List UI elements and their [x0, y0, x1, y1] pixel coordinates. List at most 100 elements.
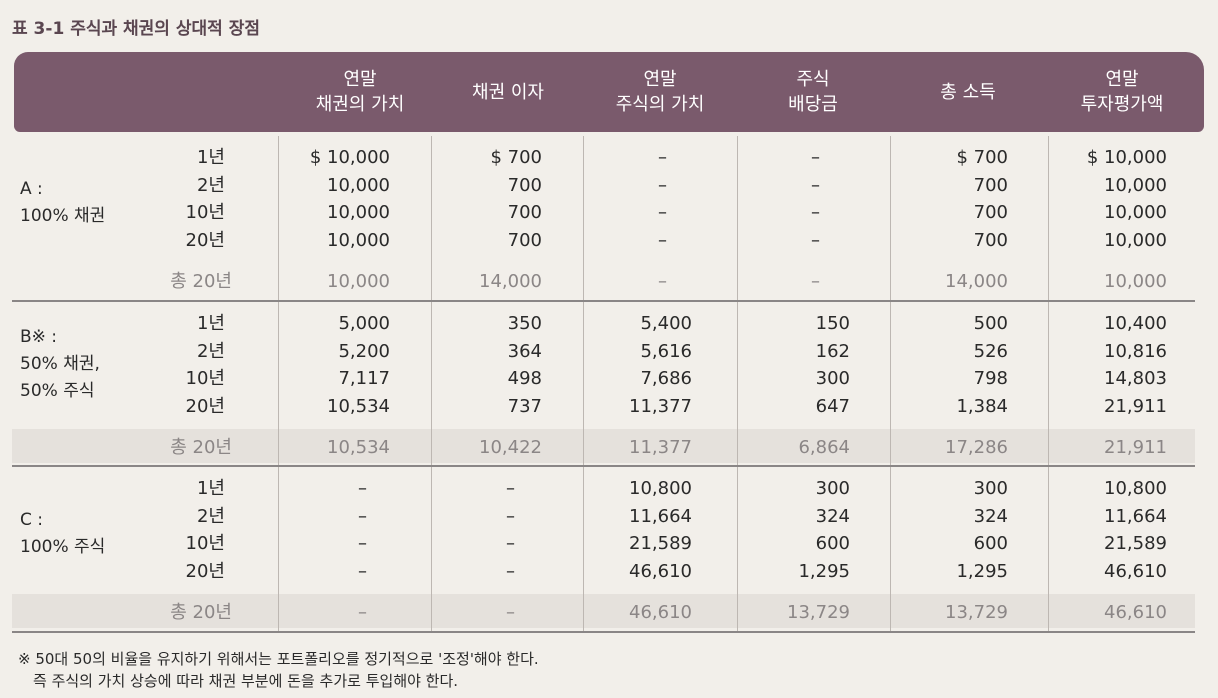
total-cell: 17,286	[945, 437, 1008, 458]
table-cell: 10,000	[1104, 174, 1167, 196]
column-header: 주식 배당금	[788, 69, 838, 115]
table-cell: 14,803	[1104, 368, 1167, 389]
total-cell: –	[358, 602, 367, 623]
table-cell: 798	[973, 368, 1008, 389]
total-cell: 10,000	[327, 271, 390, 292]
table-cell: 21,589	[1104, 533, 1167, 554]
table-cell: 737	[507, 395, 542, 417]
column-header: 총 소득	[940, 81, 996, 103]
table-cell: 700	[973, 202, 1008, 223]
table-cell: 10,000	[1104, 229, 1167, 251]
table-cell: –	[358, 505, 367, 527]
period-label: 1년	[196, 478, 225, 499]
table-cell: 600	[973, 533, 1008, 554]
table-cell: 46,610	[629, 560, 692, 582]
portfolio-label: A : 100% 채권	[20, 179, 106, 226]
table-cell: –	[658, 202, 667, 223]
table-cell: 647	[815, 395, 850, 417]
table-cell: 162	[815, 340, 850, 362]
table-cell: 500	[973, 313, 1008, 334]
table-cell: –	[358, 533, 367, 554]
table-cell: –	[506, 533, 515, 554]
table-cell: $ 700	[956, 147, 1008, 168]
group-divider	[12, 465, 1195, 467]
table-cell: 5,200	[338, 340, 390, 362]
total-label: 총 20년	[170, 437, 232, 458]
table-cell: –	[506, 505, 515, 527]
table-cell: 46,610	[1104, 560, 1167, 582]
period-label: 20년	[185, 560, 225, 582]
table-cell: 11,664	[629, 505, 692, 527]
period-label: 2년	[196, 340, 225, 362]
total-label: 총 20년	[170, 602, 232, 623]
table-cell: 10,800	[629, 478, 692, 499]
table-cell: 700	[507, 229, 542, 251]
table-cell: 10,000	[327, 229, 390, 251]
total-row-band	[12, 594, 1195, 628]
table-cell: 498	[507, 368, 542, 389]
table-cell: 11,664	[1104, 505, 1167, 527]
total-cell: –	[811, 271, 820, 292]
table-cell: 5,400	[640, 313, 692, 334]
table-cell: –	[358, 560, 367, 582]
table-cell: 21,589	[629, 533, 692, 554]
total-cell: 14,000	[479, 271, 542, 292]
column-divider	[1048, 136, 1049, 633]
table-cell: –	[658, 174, 667, 196]
table-cell: 11,377	[629, 395, 692, 417]
table-cell: 700	[973, 229, 1008, 251]
total-cell: 13,729	[945, 602, 1008, 623]
table-cell: 10,000	[327, 174, 390, 196]
table-cell: –	[811, 229, 820, 251]
period-label: 2년	[196, 174, 225, 196]
table-cell: 300	[815, 478, 850, 499]
footnote-line-1: ※ 50대 50의 비율을 유지하기 위해서는 포트폴리오를 정기적으로 '조정…	[18, 650, 539, 668]
table-cell: 700	[973, 174, 1008, 196]
total-cell: 6,864	[798, 437, 850, 458]
table-cell: 526	[973, 340, 1008, 362]
table-cell: –	[811, 202, 820, 223]
total-cell: 13,729	[787, 602, 850, 623]
table-cell: $ 700	[490, 147, 542, 168]
total-label: 총 20년	[170, 271, 232, 292]
column-header: 채권 이자	[472, 81, 544, 103]
table-cell: $ 10,000	[309, 147, 390, 168]
table-cell: 10,534	[327, 395, 390, 417]
total-cell: 10,000	[1104, 271, 1167, 292]
total-cell: 11,377	[629, 437, 692, 458]
total-cell: –	[658, 271, 667, 292]
table-cell: –	[811, 147, 820, 168]
table-cell: 1,384	[956, 395, 1008, 417]
table-cell: 1,295	[798, 560, 850, 582]
column-header: 연말 투자평가액	[1080, 69, 1164, 115]
column-header: 연말 채권의 가치	[315, 69, 405, 115]
table-cell: 324	[973, 505, 1008, 527]
total-cell: 14,000	[945, 271, 1008, 292]
group-divider	[12, 300, 1195, 302]
total-row-band	[12, 429, 1195, 463]
table-header: 연말 채권의 가치 채권 이자 연말 주식의 가치 주식 배당금 총 소득 연말 투자평가…	[14, 52, 1204, 132]
table-cell: 1,295	[956, 560, 1008, 582]
column-divider	[737, 136, 738, 633]
table-cell: 300	[815, 368, 850, 389]
period-label: 1년	[196, 147, 225, 168]
table-cell: 5,000	[338, 313, 390, 334]
table-cell: 10,000	[327, 202, 390, 223]
portfolio-label: B※ : 50% 채권, 50% 주식	[20, 327, 100, 401]
table-cell: 300	[973, 478, 1008, 499]
column-divider	[583, 136, 584, 633]
table-cell: 10,800	[1104, 478, 1167, 499]
group-divider	[12, 631, 1195, 633]
table-cell: 10,816	[1104, 340, 1167, 362]
table-cell: 5,616	[640, 340, 692, 362]
table-cell: 10,400	[1104, 313, 1167, 334]
column-header: 연말 주식의 가치	[615, 69, 705, 115]
total-cell: 46,610	[629, 602, 692, 623]
table-cell: $ 10,000	[1086, 147, 1167, 168]
table-cell: 21,911	[1104, 395, 1167, 417]
column-divider	[278, 136, 279, 633]
table-cell: 7,117	[338, 368, 390, 389]
table-cell: 364	[507, 340, 542, 362]
table-cell: –	[506, 478, 515, 499]
portfolio-label: C : 100% 주식	[20, 510, 106, 557]
